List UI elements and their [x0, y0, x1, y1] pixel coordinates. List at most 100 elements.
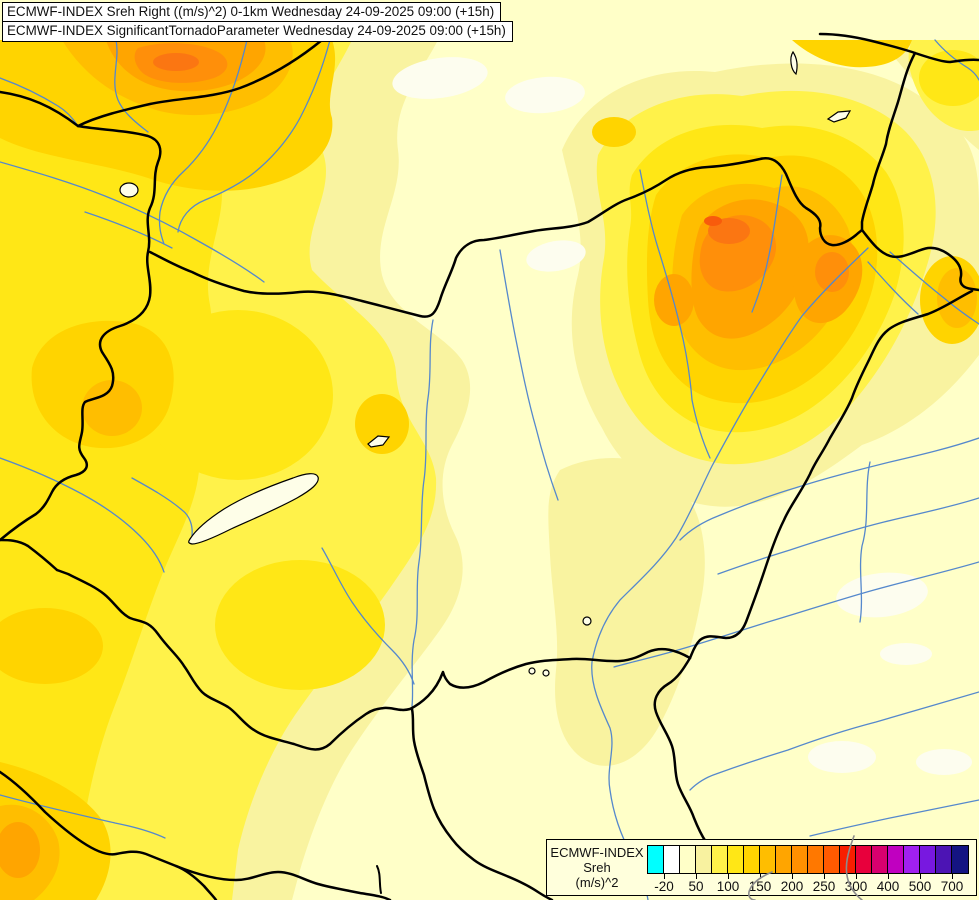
- contour-blob: [880, 643, 932, 665]
- legend-color-cell: [712, 846, 728, 873]
- legend-bar-wrap: -20 50 100 150 200 250 300 400 500 700: [647, 845, 969, 895]
- contour-blob: [792, 40, 912, 68]
- border-croatia-serbia: [410, 707, 554, 900]
- contour-near-white: [392, 57, 972, 775]
- contour-blob: [526, 240, 586, 272]
- border-hungary-romania: [688, 289, 974, 660]
- border-hungary-ukraine: [860, 228, 979, 292]
- legend-units: (m/s)^2: [575, 875, 619, 890]
- legend-tick-mark: [824, 874, 825, 879]
- contour-blob: [505, 76, 585, 114]
- river: [679, 437, 979, 541]
- river-tisza: [591, 247, 869, 900]
- legend-color-cell: [696, 846, 712, 873]
- contour-blob: [548, 458, 705, 766]
- legend-color-cell: [648, 846, 664, 873]
- legend-color-cell: [936, 846, 952, 873]
- legend-tick-label: 300: [844, 879, 868, 894]
- legend-color-cell: [776, 846, 792, 873]
- river-zala: [131, 477, 193, 537]
- river-mura: [0, 457, 165, 573]
- contour-blob: [215, 560, 385, 690]
- legend-label: ECMWF-INDEX Sreh (m/s)^2: [547, 840, 647, 895]
- legend-tick-mark: [728, 874, 729, 879]
- legend-color-cell: [760, 846, 776, 873]
- river: [859, 461, 871, 623]
- border-austria-hungary: [0, 124, 162, 542]
- river: [499, 249, 559, 501]
- legend-tick-mark: [792, 874, 793, 879]
- legend-tick-label: 250: [812, 879, 836, 894]
- legend-tick-mark: [920, 874, 921, 879]
- legend-parameter: Sreh: [583, 860, 611, 875]
- rivers: [0, 39, 979, 900]
- legend-color-cell: [888, 846, 904, 873]
- river: [934, 39, 979, 81]
- legend-color-cell: [680, 846, 696, 873]
- contour-blob: [654, 274, 694, 326]
- contour-blob: [0, 822, 40, 878]
- legend-color-cell: [952, 846, 968, 873]
- lake-balaton: [188, 473, 319, 545]
- border-bosnia-east: [174, 864, 392, 900]
- contour-blob: [916, 749, 972, 775]
- legend-color-cell: [664, 846, 680, 873]
- contour-blob: [153, 53, 199, 71]
- legend-color-cell: [920, 846, 936, 873]
- lakes: [119, 50, 852, 677]
- contour-blob: [392, 57, 488, 99]
- legend-tick-label: 500: [908, 879, 932, 894]
- lake-small: [542, 669, 550, 677]
- legend-color-cell: [728, 846, 744, 873]
- border: [76, 38, 324, 128]
- legend-tick-label: 400: [876, 879, 900, 894]
- river: [84, 211, 173, 249]
- river: [809, 799, 979, 837]
- legend-tick-label: 50: [688, 879, 704, 894]
- border-croatia-bosnia: [0, 770, 218, 900]
- legend-tick-label: 200: [780, 879, 804, 894]
- lake-small: [826, 110, 852, 123]
- border-hungary-croatia: [55, 568, 692, 751]
- river: [751, 174, 783, 313]
- country-borders: [0, 32, 979, 900]
- legend-tick-mark: [696, 874, 697, 879]
- legend-tick-mark: [664, 874, 665, 879]
- river-raba: [0, 161, 265, 283]
- border-top-right: [818, 32, 979, 64]
- contour-blob: [355, 394, 409, 454]
- legend-title: ECMWF-INDEX: [550, 845, 644, 860]
- legend-color-cell: [904, 846, 920, 873]
- legend-color-cell: [840, 846, 856, 873]
- model-title-primary: ECMWF-INDEX Sreh Right ((m/s)^2) 0-1km W…: [2, 2, 502, 23]
- river-sio: [321, 547, 415, 685]
- legend-colorbar: [647, 845, 969, 874]
- river-danube: [411, 319, 434, 707]
- river: [717, 497, 979, 575]
- legend-tick-label: -20: [654, 879, 674, 894]
- contour-blob: [808, 741, 876, 773]
- legend-color-cell: [792, 846, 808, 873]
- lake-velence: [367, 435, 391, 448]
- legend-color-cell: [872, 846, 888, 873]
- border-hungary-slovakia: [148, 157, 864, 318]
- legend-ticks: -20 50 100 150 200 250 300 400 500 700: [647, 874, 969, 896]
- river: [114, 39, 149, 133]
- legend-color-cell: [824, 846, 840, 873]
- legend-color-cell: [744, 846, 760, 873]
- contour-red-orange-core: [704, 216, 722, 226]
- border-serbia-romania: [653, 656, 708, 844]
- model-title-secondary: ECMWF-INDEX SignificantTornadoParameter …: [2, 21, 513, 42]
- border-squiggle: [376, 865, 382, 894]
- legend-tick-label: 100: [716, 879, 740, 894]
- river: [0, 794, 166, 839]
- legend: ECMWF-INDEX Sreh (m/s)^2 -20 50 100 150 200 2…: [546, 839, 977, 896]
- border: [0, 90, 80, 128]
- contour-blob: [82, 380, 142, 436]
- legend-tick-mark: [888, 874, 889, 879]
- legend-color-cell: [856, 846, 872, 873]
- lake-small: [790, 50, 798, 76]
- lake-ferto: [119, 182, 139, 198]
